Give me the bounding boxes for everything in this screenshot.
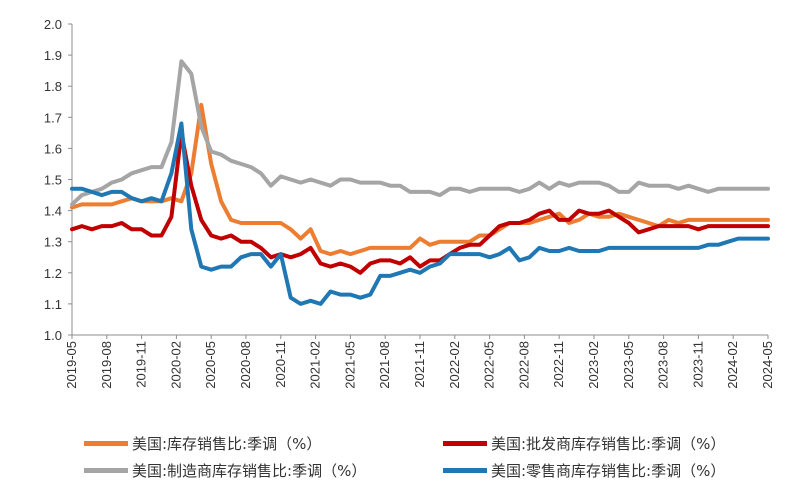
x-tick-label: 2019-05	[64, 341, 79, 389]
y-tick-label: 1.8	[44, 79, 62, 94]
legend-item-total: 美国:库存销售比:季调（%）	[84, 432, 321, 454]
x-tick-label: 2023-11	[690, 341, 705, 388]
legend-label-wholesale: 美国:批发商库存销售比:季调（%）	[491, 434, 726, 453]
x-tick-label: 2022-05	[482, 341, 497, 389]
x-tick-label: 2022-02	[447, 341, 462, 389]
x-tick-label: 2022-08	[516, 341, 531, 389]
legend-swatch-manufacturer	[84, 467, 128, 473]
legend-label-manufacturer: 美国:制造商库存销售比:季调（%）	[132, 461, 367, 480]
x-tick-label: 2020-05	[203, 341, 218, 389]
y-tick-label: 1.9	[44, 48, 62, 63]
y-tick-label: 2.0	[44, 17, 62, 32]
x-tick-label: 2024-05	[760, 341, 775, 389]
x-tick-label: 2023-02	[586, 341, 601, 389]
y-tick-label: 1.3	[44, 235, 62, 250]
x-tick-label: 2020-11	[273, 341, 288, 388]
x-tick-label: 2023-08	[656, 341, 671, 389]
y-axis-tick-labels: 2.0 1.9 1.8 1.7 1.6 1.5 1.4 1.3 1.2 1.1 1.0	[44, 17, 62, 343]
legend-item-manufacturer: 美国:制造商库存销售比:季调（%）	[84, 459, 366, 481]
series-line-3	[70, 121, 770, 306]
chart-legend: 美国:库存销售比:季调（%） 美国:批发商库存销售比:季调（%） 美国:制造商库…	[0, 426, 791, 486]
chart-series	[70, 59, 770, 306]
x-tick-label: 2020-02	[168, 341, 183, 389]
series-line-1	[70, 130, 770, 275]
legend-item-retail: 美国:零售商库存销售比:季调（%）	[443, 459, 725, 481]
x-tick-label: 2022-11	[551, 341, 566, 388]
x-tick-label: 2021-05	[342, 341, 357, 389]
x-tick-label: 2021-08	[377, 341, 392, 389]
series-line-2	[70, 59, 770, 207]
legend-label-retail: 美国:零售商库存销售比:季调（%）	[491, 461, 726, 480]
x-tick-label: 2021-02	[308, 341, 323, 389]
y-tick-label: 1.0	[44, 328, 62, 343]
x-axis-tick-labels: 2019-05 2019-08 2019-11 2020-02 2020-05 2020-…	[64, 341, 775, 389]
x-tick-label: 2019-08	[99, 341, 114, 389]
y-tick-label: 1.1	[44, 297, 62, 312]
legend-item-wholesale: 美国:批发商库存销售比:季调（%）	[443, 432, 725, 454]
y-tick-label: 1.6	[44, 141, 62, 156]
y-tick-label: 1.2	[44, 266, 62, 281]
y-tick-label: 1.4	[44, 204, 62, 219]
x-tick-label: 2023-05	[621, 341, 636, 389]
chart-axes	[68, 23, 769, 339]
legend-swatch-wholesale	[443, 440, 487, 446]
legend-swatch-total	[84, 440, 128, 446]
y-tick-label: 1.7	[44, 110, 62, 125]
x-tick-label: 2019-11	[134, 341, 149, 388]
x-tick-label: 2020-08	[238, 341, 253, 389]
x-tick-label: 2021-11	[412, 341, 427, 388]
legend-swatch-retail	[443, 467, 487, 473]
x-tick-label: 2024-02	[725, 341, 740, 389]
legend-label-total: 美国:库存销售比:季调（%）	[132, 434, 322, 453]
y-tick-label: 1.5	[44, 173, 62, 188]
